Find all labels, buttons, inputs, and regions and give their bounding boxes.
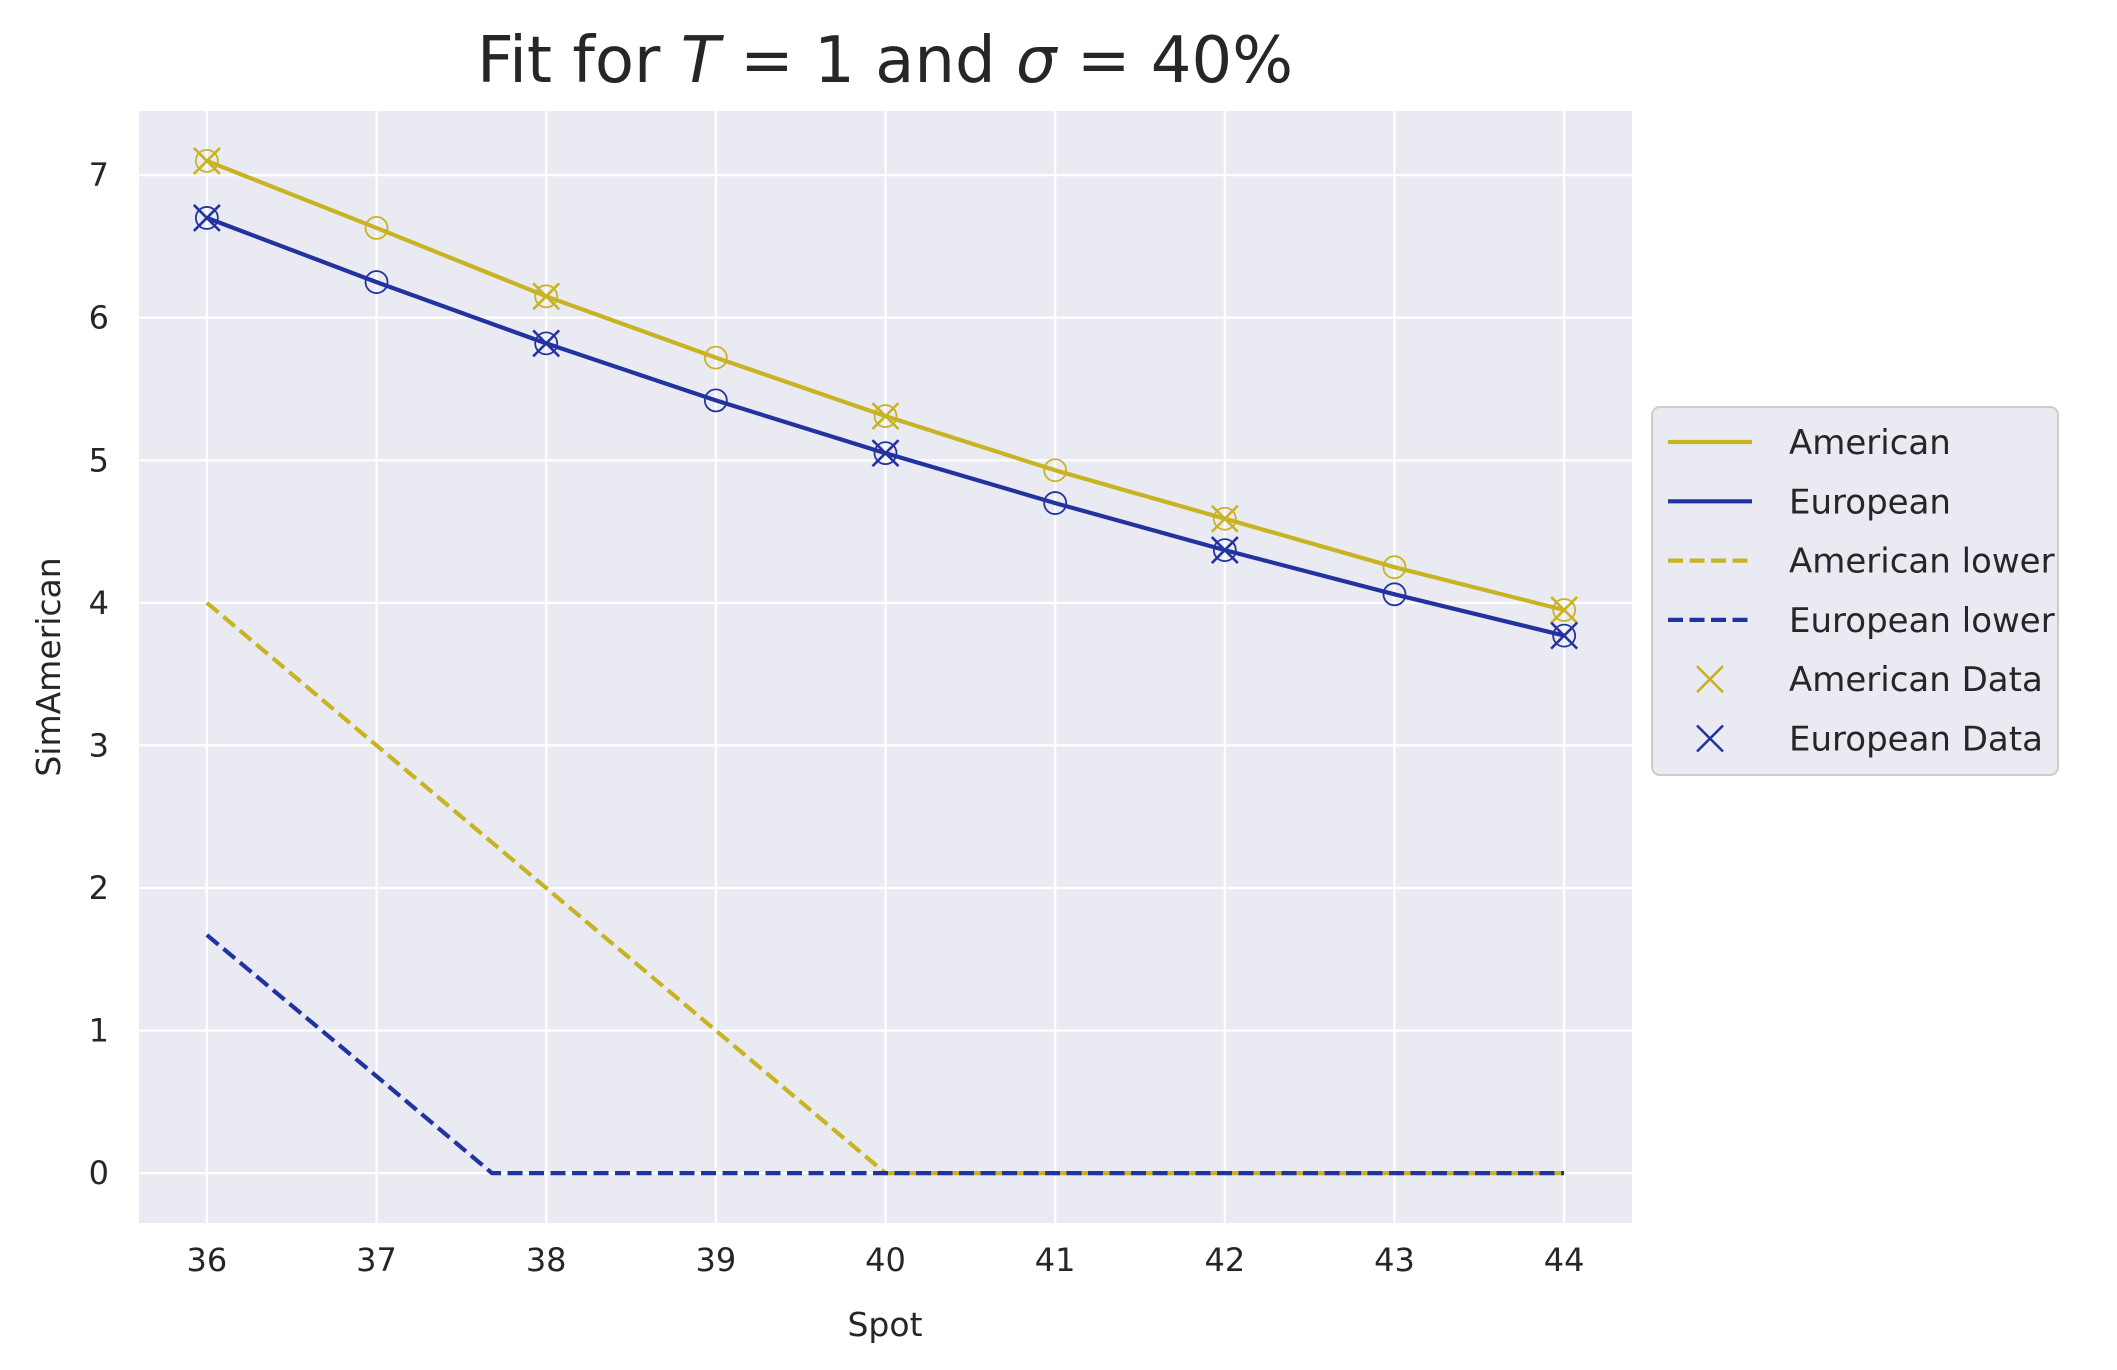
data-x-marker xyxy=(871,402,900,431)
y-tick-label: 7 xyxy=(89,156,109,194)
x-tick-label: 43 xyxy=(1374,1241,1415,1279)
legend-label: European lower xyxy=(1789,601,2055,641)
legend-box xyxy=(1651,406,2059,776)
cross-stroke xyxy=(871,439,900,468)
title-sigma-value: = 40% xyxy=(1056,24,1293,98)
legend-label: European Data xyxy=(1789,720,2043,760)
cross-stroke xyxy=(532,282,561,311)
x-tick-label: 42 xyxy=(1204,1241,1245,1279)
legend: American European American lower European l… xyxy=(1651,406,2059,776)
legend-swatch xyxy=(1696,665,1724,694)
fit-circle-marker xyxy=(194,206,219,230)
marker-layer xyxy=(192,146,1579,650)
fit-circle-marker xyxy=(1382,555,1407,580)
x-tick-label: 39 xyxy=(695,1241,736,1279)
fit-circle-marker xyxy=(364,270,389,294)
data-x-marker xyxy=(532,282,561,311)
legend-label: American lower xyxy=(1789,542,2055,582)
cross-stroke xyxy=(1210,536,1239,565)
fit-circle-marker xyxy=(534,331,559,356)
legend-label: American Data xyxy=(1789,660,2043,700)
chart-title: Fit for T = 1 and σ = 40% xyxy=(477,24,1293,98)
fit-circle-marker xyxy=(1212,506,1237,531)
y-tick-label: 0 xyxy=(89,1154,109,1192)
legend-entries: American European American lower European l… xyxy=(1668,423,2055,760)
legend-swatch xyxy=(1696,724,1724,753)
data-x-marker xyxy=(1550,621,1579,650)
fit-circle-marker xyxy=(1212,538,1237,562)
title-t-value: = 1 and xyxy=(720,24,1016,98)
cross-stroke xyxy=(1550,621,1579,650)
cross-stroke xyxy=(1550,596,1579,624)
fit-circle-marker xyxy=(703,388,728,413)
x-tick-label: 44 xyxy=(1544,1241,1585,1279)
title-t-symbol: T xyxy=(681,24,725,98)
fit-circle-marker xyxy=(1382,582,1407,607)
fit-circle-marker xyxy=(873,441,898,466)
x-tick-label: 40 xyxy=(865,1241,906,1279)
title-sigma-symbol: σ xyxy=(1016,24,1059,98)
x-tick-label: 41 xyxy=(1035,1241,1076,1279)
fit-circle-marker xyxy=(534,284,559,309)
y-tick-label: 3 xyxy=(89,726,109,764)
data-x-marker xyxy=(1210,536,1239,565)
fit-circle-marker xyxy=(1552,598,1577,622)
data-x-marker xyxy=(192,204,221,232)
data-x-marker xyxy=(1550,596,1579,624)
fit-circle-marker xyxy=(703,345,728,370)
fit-circle-marker xyxy=(364,216,389,240)
cross-stroke xyxy=(1210,504,1239,533)
y-tick-label: 2 xyxy=(89,869,109,907)
fit-circle-marker xyxy=(873,404,898,428)
data-x-marker xyxy=(1210,504,1239,533)
fit-circle-marker xyxy=(1043,458,1068,483)
y-tick-label: 4 xyxy=(89,584,109,622)
fit-circle-marker xyxy=(1043,491,1068,515)
legend-label: European xyxy=(1789,482,1951,522)
cross-stroke xyxy=(1696,724,1724,753)
fit-circle-marker xyxy=(1552,623,1577,648)
cross-stroke xyxy=(532,329,561,358)
cross-stroke xyxy=(871,402,900,431)
cross-stroke xyxy=(1696,665,1724,694)
cross-stroke xyxy=(192,204,221,232)
tick-labels: 36 37 38 39 40 41 42 43 44 0 1 2 3 4 5 6 7 xyxy=(89,156,1585,1279)
x-axis-label: Spot xyxy=(847,1305,922,1344)
x-tick-label: 38 xyxy=(526,1241,567,1279)
data-x-marker xyxy=(192,146,221,175)
x-tick-label: 36 xyxy=(187,1241,228,1279)
y-axis-label: SimAmerican xyxy=(29,557,68,776)
title-lead: Fit for xyxy=(477,24,681,98)
y-tick-label: 5 xyxy=(89,441,109,479)
data-x-marker xyxy=(871,439,900,468)
series-line-european-lower xyxy=(205,933,1565,1176)
y-tick-label: 6 xyxy=(89,299,109,337)
y-tick-label: 1 xyxy=(89,1012,109,1050)
cross-stroke xyxy=(192,146,221,175)
legend-label: American xyxy=(1789,423,1951,463)
fit-circle-marker xyxy=(194,148,219,173)
data-x-marker xyxy=(532,329,561,358)
x-tick-label: 37 xyxy=(356,1241,397,1279)
